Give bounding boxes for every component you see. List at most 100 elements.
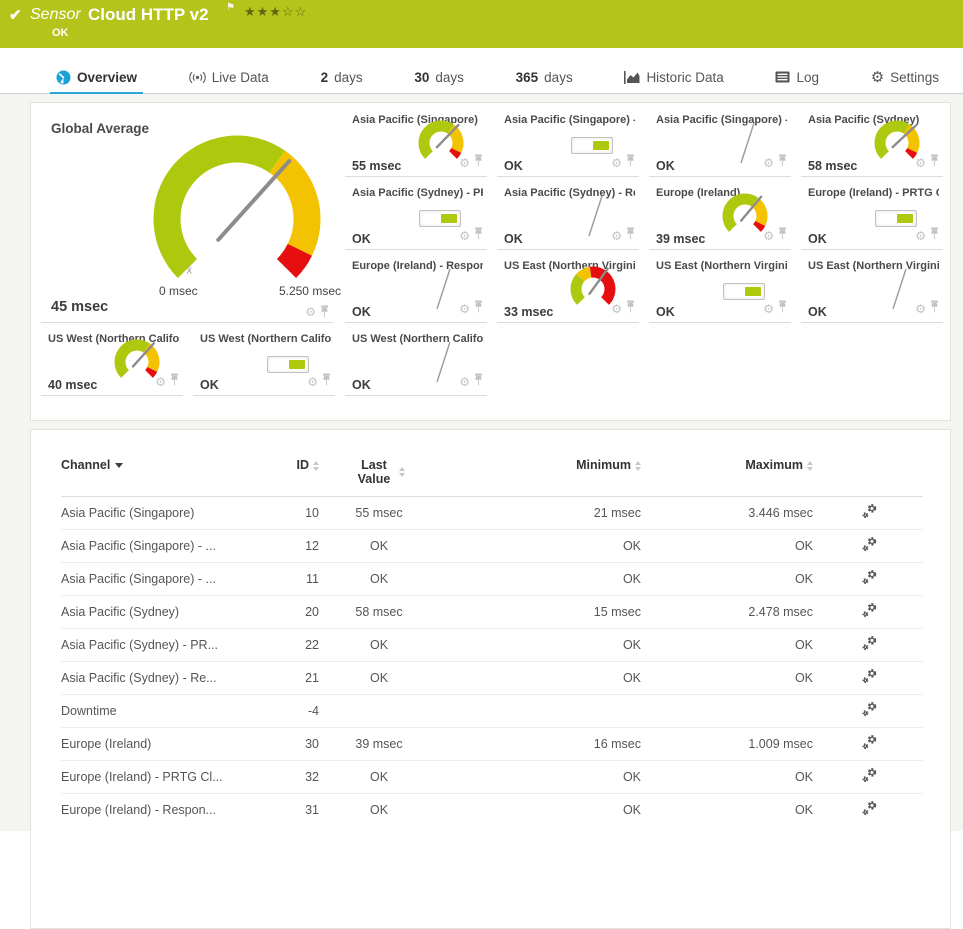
- cell-last-value: OK: [321, 562, 437, 596]
- priority-stars[interactable]: ★★★☆☆: [244, 4, 308, 19]
- channel-panel[interactable]: US East (Northern Virginia) - ... OK ⚙: [649, 257, 791, 323]
- tab-2-days[interactable]: 2 days: [315, 60, 369, 94]
- pin-icon[interactable]: [170, 373, 179, 391]
- cell-maximum: 2.478 msec: [643, 595, 815, 629]
- pin-icon[interactable]: [930, 300, 939, 318]
- tab-365-days[interactable]: 365 days: [510, 60, 579, 94]
- tab-live-data[interactable]: Live Data: [183, 60, 275, 94]
- channel-panel[interactable]: US West (Northern California)... OK ⚙: [345, 330, 487, 396]
- gear-icon[interactable]: ⚙: [459, 302, 470, 316]
- panel-icons: ⚙: [763, 227, 787, 245]
- ok-toggle-indicator: [267, 356, 309, 373]
- pin-icon[interactable]: [474, 154, 483, 172]
- column-header-minimum[interactable]: Minimum: [437, 454, 643, 497]
- pin-icon[interactable]: [778, 300, 787, 318]
- channel-settings-icon[interactable]: [861, 602, 878, 622]
- channel-panel[interactable]: Asia Pacific (Sydney) 58 msec ⚙: [801, 111, 943, 177]
- gear-icon[interactable]: ⚙: [915, 302, 926, 316]
- panel-title: Europe (Ireland): [656, 187, 741, 199]
- sensor-header: ✔ Sensor Cloud HTTP v2 ⚑ ★★★☆☆ OK: [0, 0, 963, 48]
- cell-minimum: OK: [437, 529, 643, 563]
- tab-historic-data[interactable]: Historic Data: [618, 60, 729, 94]
- column-header-channel[interactable]: Channel: [61, 454, 259, 497]
- gear-icon[interactable]: ⚙: [459, 156, 470, 170]
- panel-title: US West (Northern California)...: [200, 333, 331, 345]
- pin-icon[interactable]: [930, 154, 939, 172]
- gear-icon[interactable]: ⚙: [763, 302, 774, 316]
- pin-icon[interactable]: [778, 227, 787, 245]
- cell-channel: Asia Pacific (Sydney) - PR...: [61, 628, 259, 662]
- channel-panel[interactable]: Asia Pacific (Sydney) - PRTG ... OK ⚙: [345, 184, 487, 250]
- cell-last-value: OK: [321, 661, 437, 695]
- pin-icon[interactable]: [320, 305, 329, 318]
- cell-channel: Asia Pacific (Sydney) - Re...: [61, 661, 259, 695]
- channel-panel[interactable]: Asia Pacific (Singapore) - Res... OK ⚙: [649, 111, 791, 177]
- channel-panel[interactable]: Europe (Ireland) - Response C... OK ⚙: [345, 257, 487, 323]
- cell-id: 21: [259, 661, 321, 695]
- column-header-maximum[interactable]: Maximum: [643, 454, 815, 497]
- gear-icon[interactable]: ⚙: [611, 156, 622, 170]
- pin-icon[interactable]: [322, 373, 331, 391]
- tab-label: Settings: [890, 69, 939, 85]
- channel-settings-icon[interactable]: [861, 734, 878, 754]
- channel-panel[interactable]: Asia Pacific (Singapore) 55 msec ⚙: [345, 111, 487, 177]
- gear-icon[interactable]: ⚙: [611, 302, 622, 316]
- sort-desc-icon: [115, 463, 124, 469]
- cell-maximum: OK: [643, 793, 815, 827]
- gear-icon[interactable]: ⚙: [915, 229, 926, 243]
- column-header-last-value[interactable]: Last Value: [321, 454, 437, 497]
- channel-settings-icon[interactable]: [861, 800, 878, 820]
- channel-panel[interactable]: Europe (Ireland) - PRTG Cloud... OK ⚙: [801, 184, 943, 250]
- cell-channel: Asia Pacific (Singapore): [61, 506, 195, 520]
- channel-settings-icon[interactable]: [861, 503, 878, 523]
- cell-channel: Europe (Ireland) - Respon...: [61, 793, 259, 827]
- panel-global-average[interactable]: Global Average x̄ 0 msec 5.250 msec 45 m…: [41, 111, 341, 323]
- panel-icons: ⚙: [763, 300, 787, 318]
- panel-title: US East (Northern Virginia) - ...: [656, 260, 787, 272]
- channel-panel[interactable]: Asia Pacific (Singapore) - PR... OK ⚙: [497, 111, 639, 177]
- gear-icon[interactable]: ⚙: [611, 229, 622, 243]
- pin-icon[interactable]: [474, 373, 483, 391]
- cell-maximum: OK: [643, 628, 815, 662]
- tab-settings[interactable]: ⚙ Settings: [865, 60, 945, 94]
- channel-panel[interactable]: US West (Northern California)... OK ⚙: [193, 330, 335, 396]
- tab-log[interactable]: Log: [769, 60, 825, 94]
- gear-icon[interactable]: ⚙: [305, 304, 316, 319]
- panel-value: OK: [352, 232, 371, 246]
- channel-panel[interactable]: US West (Northern California) 40 msec ⚙: [41, 330, 183, 396]
- channel-panel[interactable]: Europe (Ireland) 39 msec ⚙: [649, 184, 791, 250]
- pin-icon[interactable]: [778, 154, 787, 172]
- channel-panel[interactable]: US East (Northern Virginia) - ... OK ⚙: [801, 257, 943, 323]
- gauge-scale-max: 5.250 msec: [278, 284, 341, 298]
- pin-icon[interactable]: [930, 227, 939, 245]
- gear-icon[interactable]: ⚙: [763, 229, 774, 243]
- cell-minimum: OK: [437, 661, 643, 695]
- channel-settings-icon[interactable]: [861, 767, 878, 787]
- content-area: Global Average x̄ 0 msec 5.250 msec 45 m…: [0, 94, 963, 929]
- tab-overview[interactable]: Overview: [50, 60, 144, 96]
- pin-icon[interactable]: [626, 154, 635, 172]
- column-header-id[interactable]: ID: [259, 454, 321, 497]
- needle-visual: [423, 338, 463, 389]
- channel-settings-icon[interactable]: [861, 569, 878, 589]
- gear-icon[interactable]: ⚙: [459, 375, 470, 389]
- pin-icon[interactable]: [474, 227, 483, 245]
- channel-panel[interactable]: Asia Pacific (Sydney) - Respo... OK ⚙: [497, 184, 639, 250]
- page-title: Cloud HTTP v2: [88, 5, 209, 24]
- gear-icon[interactable]: ⚙: [763, 156, 774, 170]
- channel-panel[interactable]: US East (Northern Virginia) 33 msec ⚙: [497, 257, 639, 323]
- pin-icon[interactable]: [626, 227, 635, 245]
- channel-settings-icon[interactable]: [861, 701, 878, 721]
- channel-settings-icon[interactable]: [861, 536, 878, 556]
- cell-id: 20: [259, 595, 321, 629]
- gear-icon[interactable]: ⚙: [459, 229, 470, 243]
- gear-icon[interactable]: ⚙: [915, 156, 926, 170]
- gear-icon[interactable]: ⚙: [307, 375, 318, 389]
- pin-icon[interactable]: [474, 300, 483, 318]
- gear-icon[interactable]: ⚙: [155, 375, 166, 389]
- channel-settings-icon[interactable]: [861, 635, 878, 655]
- pin-icon[interactable]: [626, 300, 635, 318]
- cell-id: 31: [259, 793, 321, 827]
- tab-30-days[interactable]: 30 days: [408, 60, 470, 94]
- channel-settings-icon[interactable]: [861, 668, 878, 688]
